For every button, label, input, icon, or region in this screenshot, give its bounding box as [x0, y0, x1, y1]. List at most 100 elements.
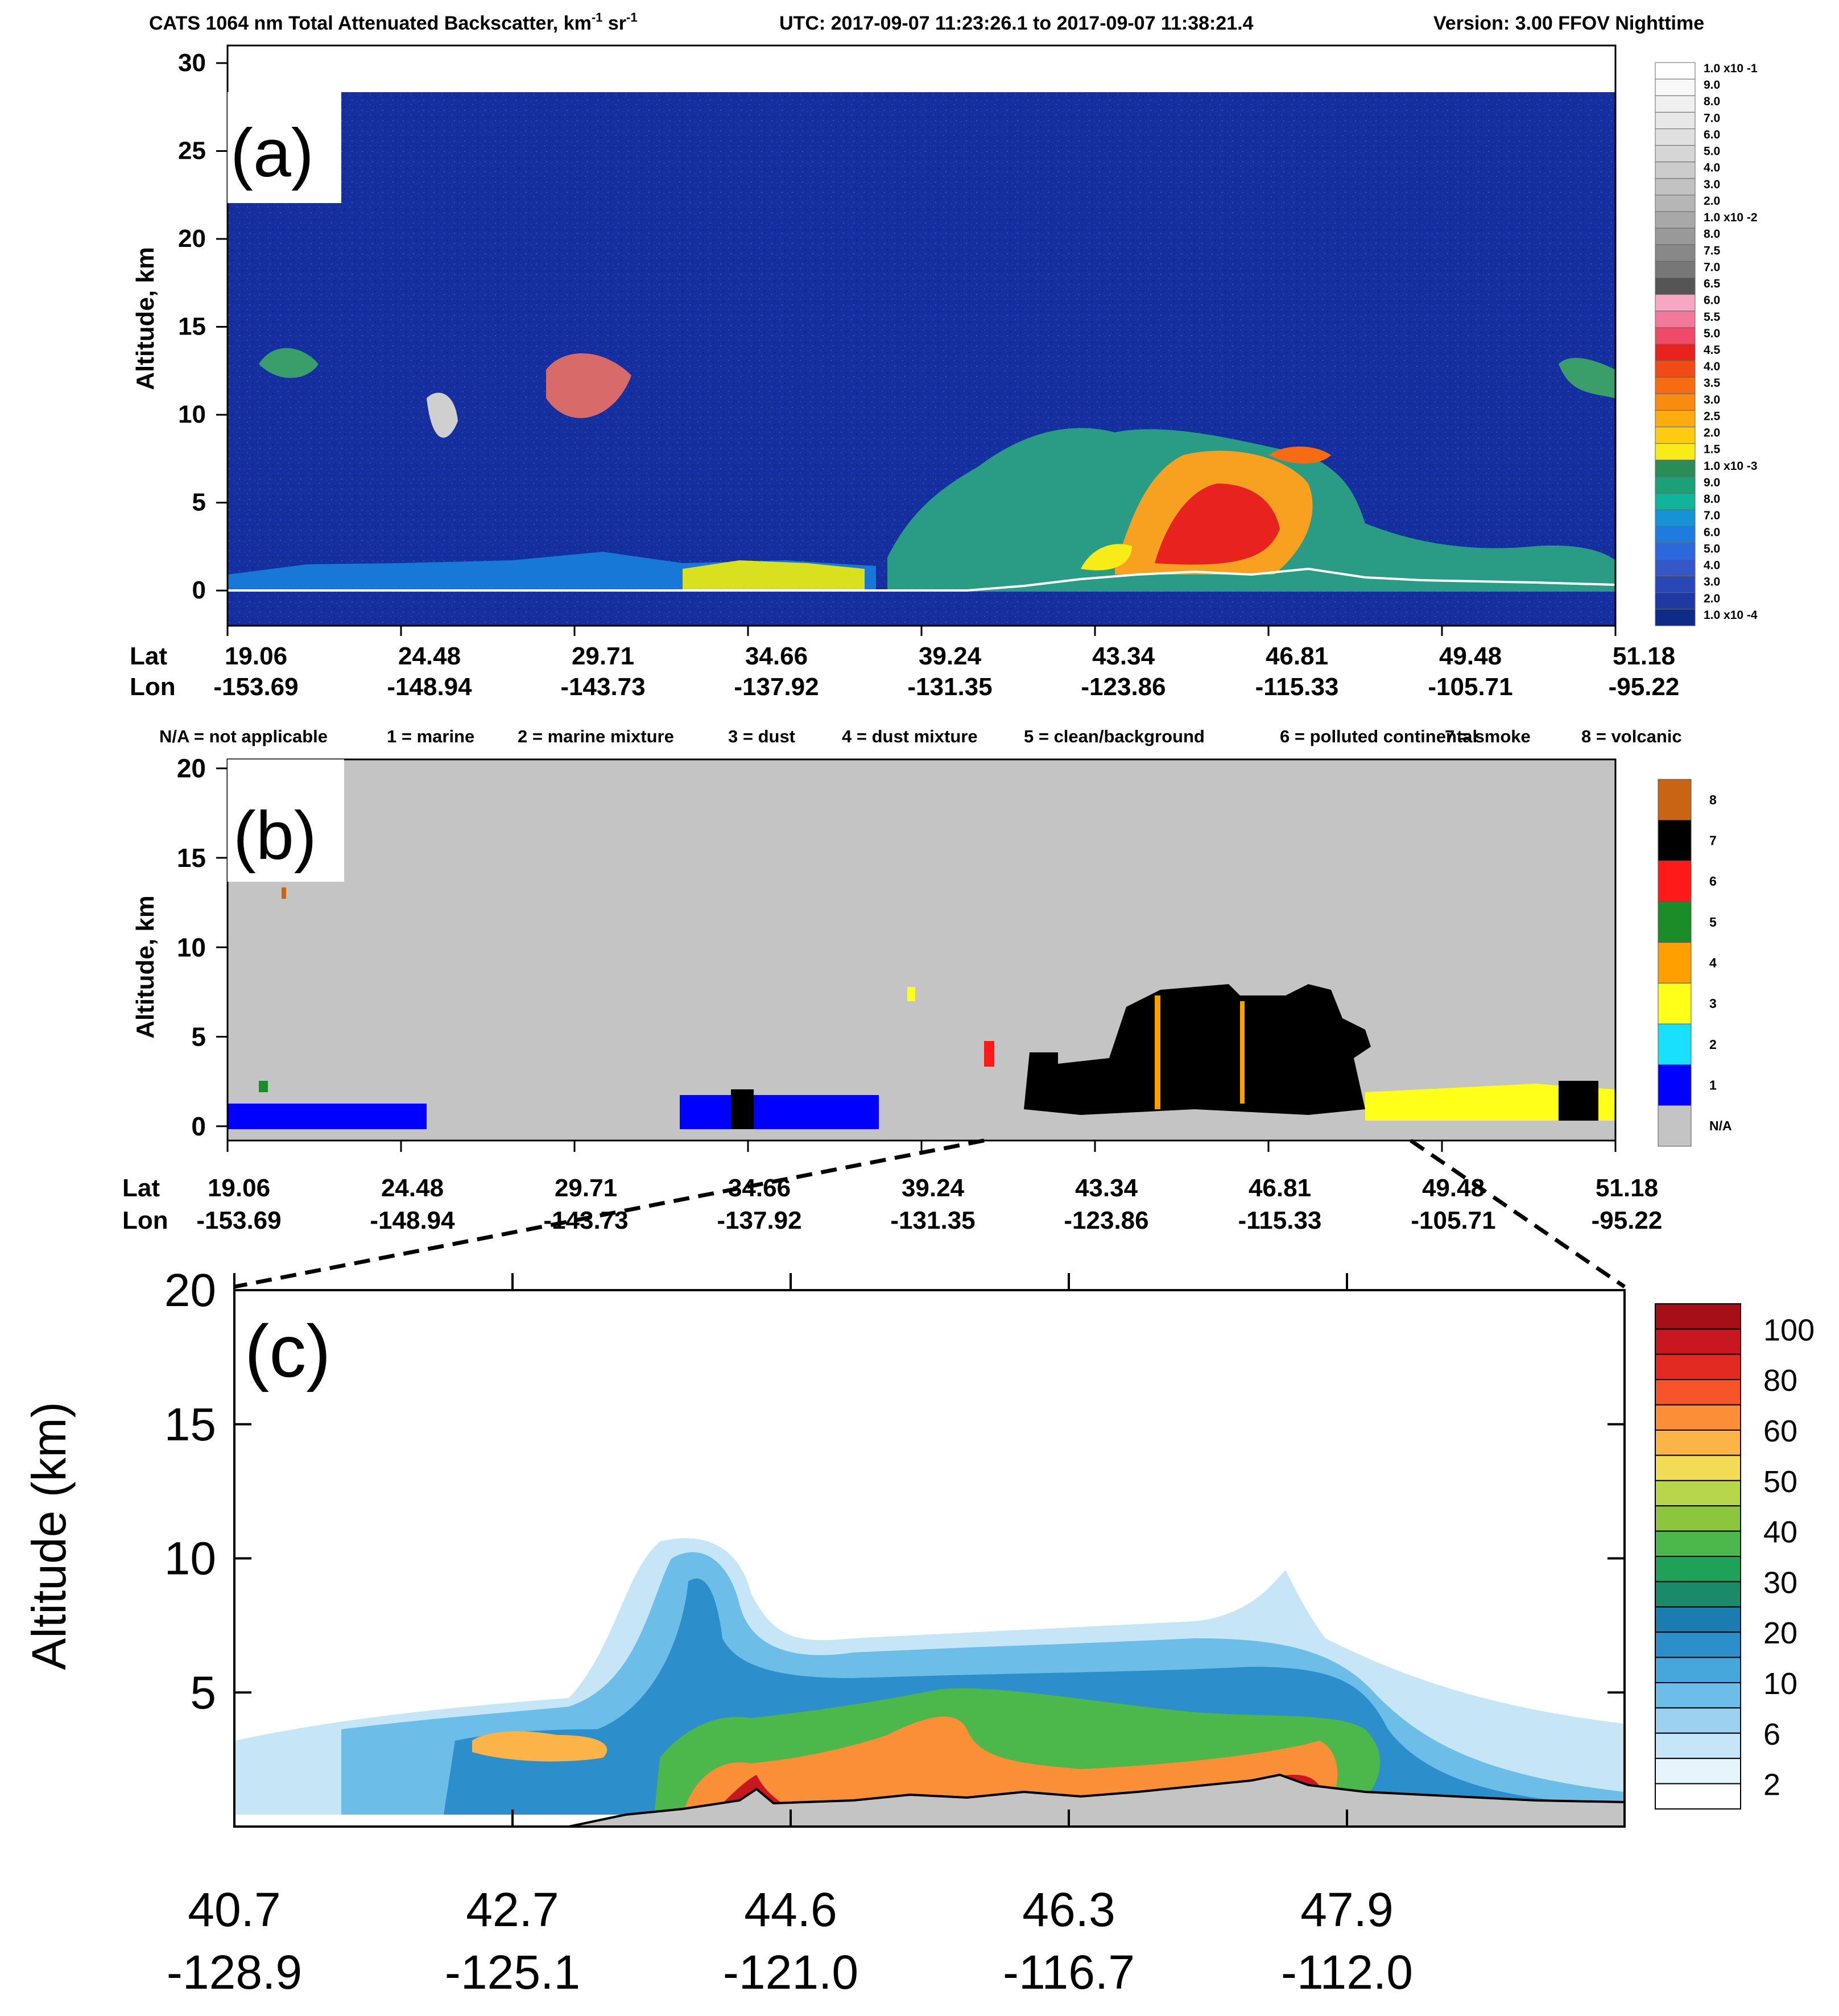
panel-b-dust-black	[1559, 1081, 1598, 1121]
panel-a-surface	[228, 567, 1616, 592]
panel-c-colorbar-swatch	[1655, 1631, 1741, 1658]
panel-a-lon-tick: -131.35	[907, 673, 992, 701]
panel-a-label-box	[228, 92, 341, 203]
panel-b-smoke-plume	[1024, 984, 1371, 1115]
panel-a-ytick-label: 5	[192, 489, 206, 517]
panel-c-colorbar-swatch	[1655, 1530, 1741, 1558]
panel-c-yticks: 5 10 15 20	[164, 1265, 1625, 1718]
panel-a-colorbar-label: 3.0	[1704, 178, 1720, 191]
panel-c-lat-tick: 46.3	[1022, 1883, 1115, 1936]
panel-a-colorbar-swatch	[1655, 360, 1696, 378]
panel-a-ytick-label: 30	[178, 49, 206, 77]
panel-a-cloud-4	[1559, 358, 1615, 398]
panel-c-lon-tick: -125.1	[445, 1945, 580, 1999]
panel-c-terrain	[234, 1773, 1626, 1828]
panel-c-label: (c)	[245, 1309, 331, 1393]
panel-c-ytick-label: 10	[164, 1533, 216, 1585]
panel-c-colorbar-swatch	[1655, 1581, 1741, 1608]
panel-a-colorbar-swatch	[1655, 294, 1696, 312]
panel-a-colorbar-label: 1.5	[1704, 443, 1721, 456]
panel-c-lat-tick: 47.9	[1300, 1883, 1394, 1936]
panel-c-colorbar-label: 30	[1763, 1565, 1797, 1600]
panel-c-lon-tick: -128.9	[167, 1945, 302, 1999]
panel-a-lat-tick: 43.34	[1092, 642, 1155, 670]
panel-a-lat-label: Lat	[130, 642, 167, 670]
panel-a-label: (a)	[230, 115, 314, 191]
panel-b-clean-speck	[259, 1081, 268, 1092]
panel-b-volcanic-speck	[282, 887, 286, 899]
panel-c: (c) Altitude (km) 5 10 15 20 40.7 -128.9 42.7…	[22, 1265, 1815, 1999]
panel-a-ytick-label: 20	[178, 225, 206, 253]
panel-b-lat-tick: 46.81	[1249, 1174, 1311, 1202]
panel-b-lat-tick: 29.71	[555, 1174, 617, 1202]
panel-a-plume-hot	[1155, 484, 1280, 565]
panel-a-colorbar-label: 2.0	[1704, 195, 1720, 208]
panel-a-yticks: 0 5 10 15 20 25 30	[178, 49, 228, 604]
panel-a-colorbar-label: 7.0	[1704, 261, 1720, 274]
panel-b-ylabel: Altitude, km	[131, 895, 159, 1039]
panel-c-lon-tick: -112.0	[1281, 1945, 1413, 1999]
panel-c-aerosol-arm	[472, 1731, 608, 1762]
panel-a-utc: UTC: 2017-09-07 11:23:26.1 to 2017-09-07…	[779, 13, 1254, 34]
panel-b-colorbar-swatch	[1658, 779, 1692, 821]
panel-b-colorbar-swatch	[1658, 942, 1692, 984]
panel-b-polluted	[984, 1041, 994, 1067]
panel-b-lat-tick: 24.48	[381, 1174, 444, 1202]
panel-a-colorbar: 1.0 x10 -1 9.0 8.0 7.0 6.0 5.0 4.0 3.0 2.0 1.0 x1…	[1655, 62, 1758, 626]
panel-a-colorbar-label: 5.5	[1704, 311, 1721, 324]
panel-a-colorbar-swatch	[1655, 311, 1696, 328]
panel-c-colorbar-label: 80	[1763, 1364, 1797, 1398]
panel-b-colorbar-swatch	[1658, 1105, 1692, 1147]
panel-c-xticks: 40.7 -128.9 42.7 -125.1 44.6 -121.0 46.3 -116.7…	[167, 1273, 1413, 1999]
panel-b-lat-label: Lat	[122, 1174, 160, 1202]
panel-a-colorbar-label: 1.0 x10 -2	[1704, 211, 1758, 224]
panel-a-colorbar-swatch	[1655, 261, 1696, 279]
panel-a-colorbar-swatch	[1655, 111, 1696, 129]
panel-a-lat-tick: 39.24	[919, 642, 982, 670]
panel-c-colorbar-swatch	[1655, 1732, 1741, 1759]
panel-b-plot	[226, 758, 1617, 1142]
panel-b-legend-entry: N/A = not applicable	[159, 726, 328, 746]
panel-a-colorbar-label: 2.5	[1704, 410, 1721, 423]
panel-a-colorbar-label: 2.0	[1704, 427, 1720, 440]
panel-a-colorbar-label: 4.0	[1704, 360, 1720, 373]
panel-c-colorbar-label: 6	[1763, 1717, 1780, 1751]
zoom-connector-left	[234, 1138, 985, 1289]
panel-a-colorbar-swatch	[1655, 244, 1696, 262]
panel-c-colorbar-swatch	[1655, 1303, 1741, 1330]
panel-a-ytick-label: 15	[178, 313, 206, 341]
panel-b-lon-label: Lon	[122, 1207, 168, 1234]
panel-b-ytick-label: 20	[177, 754, 206, 783]
panel-a-colorbar-swatch	[1655, 62, 1696, 80]
panel-a-colorbar-label: 4.0	[1704, 162, 1720, 175]
panel-a-colorbar-swatch	[1655, 609, 1696, 626]
panel-b-lon-tick: -137.92	[717, 1207, 801, 1234]
panel-c-colorbar-swatch	[1655, 1404, 1741, 1431]
panel-c-colorbar-label: 100	[1763, 1313, 1815, 1347]
panel-b-yticks: 0 5 10 15 20	[177, 754, 228, 1141]
panel-a-colorbar-swatch	[1655, 278, 1696, 295]
panel-a-colorbar-label: 6.5	[1704, 278, 1721, 291]
panel-a-colorbar-swatch	[1655, 79, 1696, 96]
panel-a-colorbar-label: 7.5	[1704, 244, 1721, 257]
panel-b: N/A = not applicable 1 = marine 2 = marine…	[122, 726, 1732, 1234]
panel-c-colorbar-swatch	[1655, 1606, 1741, 1633]
panel-a: CATS 1064 nm Total Attenuated Backscatte…	[130, 10, 1758, 701]
panel-b-smoke-low	[731, 1089, 754, 1129]
panel-c-colorbar-swatch	[1655, 1783, 1741, 1810]
panel-b-colorbar-label: 4	[1709, 956, 1717, 970]
panel-b-ytick-label: 15	[177, 843, 206, 873]
panel-c-colorbar-swatch	[1655, 1758, 1741, 1784]
panel-a-low-aerosol	[683, 560, 865, 589]
panel-b-colorbar-swatch	[1658, 820, 1692, 861]
panel-a-ylabel: Altitude, km	[131, 247, 159, 390]
panel-b-lon-tick: -105.71	[1411, 1207, 1495, 1234]
panel-a-lon-tick: -137.92	[734, 673, 819, 701]
panel-a-colorbar-label: 1.0 x10 -3	[1704, 460, 1758, 473]
panel-a-lat-tick: 49.48	[1439, 642, 1502, 670]
panel-b-colorbar-label: 6	[1709, 874, 1717, 889]
panel-c-colorbar-swatch	[1655, 1505, 1741, 1532]
panel-b-ytick-label: 0	[191, 1112, 206, 1141]
panel-a-colorbar-swatch	[1655, 509, 1696, 527]
panel-b-colorbar-swatch	[1658, 1064, 1692, 1106]
